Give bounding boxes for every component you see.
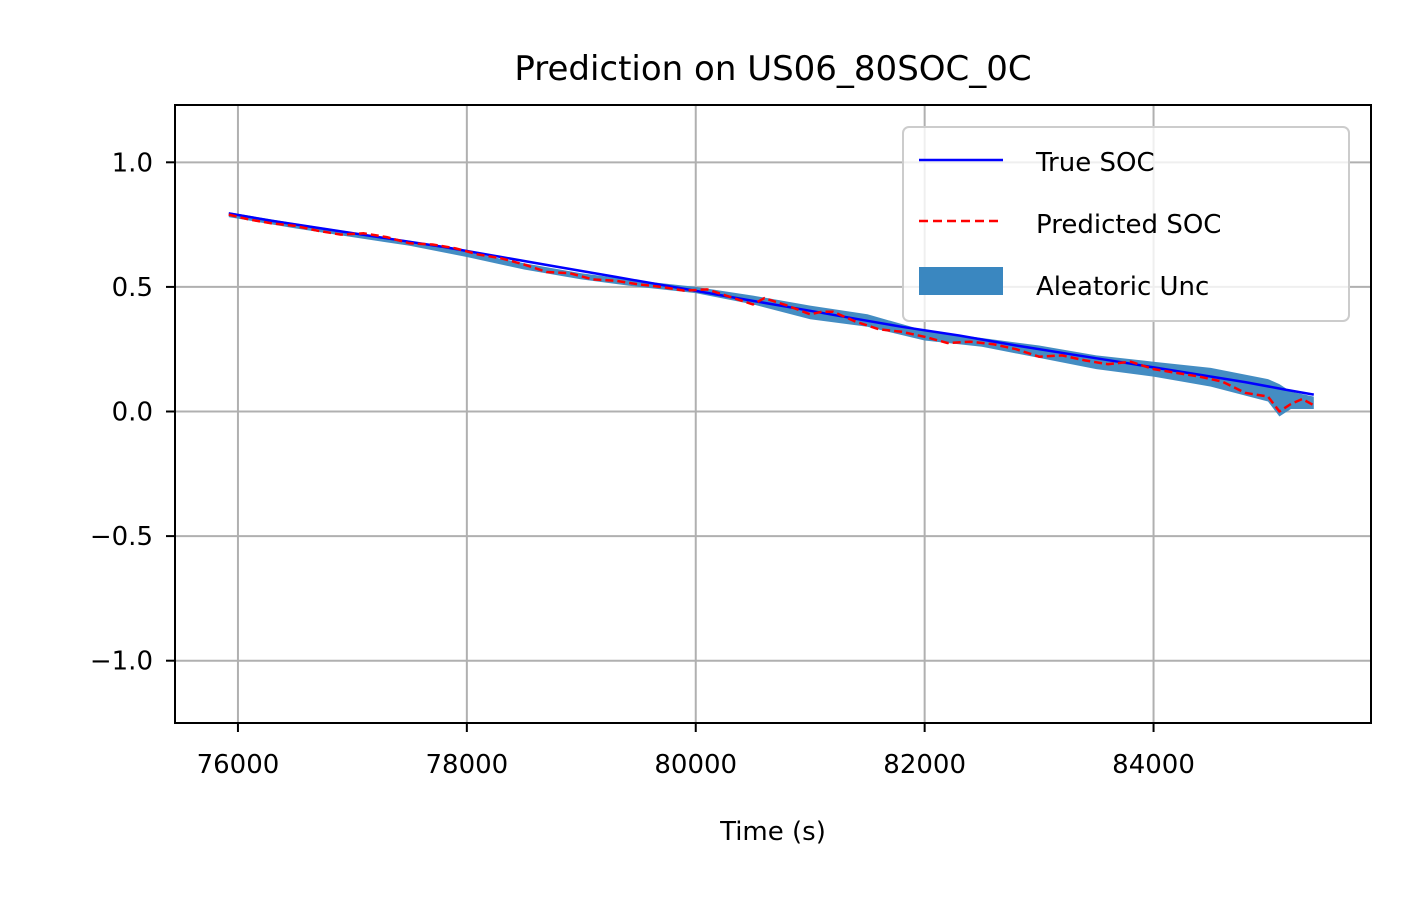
- x-tick-label: 82000: [883, 750, 966, 780]
- y-tick-label: −0.5: [90, 522, 153, 552]
- y-tick-label: 0.0: [112, 398, 153, 428]
- x-axis: 76000 78000 80000 82000 84000: [197, 723, 1195, 780]
- x-tick-label: 80000: [654, 750, 737, 780]
- true-soc-line: [228, 212, 1315, 396]
- legend-true-soc-label: True SOC: [1035, 148, 1155, 178]
- predicted-soc-line: [228, 213, 1315, 413]
- legend-predicted-soc-label: Predicted SOC: [1036, 210, 1221, 240]
- x-tick-label: 76000: [197, 750, 280, 780]
- uncertainty-band-layer: [228, 212, 1314, 417]
- aleatoric-unc-band: [228, 212, 1314, 417]
- x-tick-label: 84000: [1112, 750, 1195, 780]
- y-axis: 1.0 0.5 0.0 −0.5 −1.0: [90, 148, 175, 677]
- y-tick-label: −1.0: [90, 647, 153, 677]
- x-tick-label: 78000: [425, 750, 508, 780]
- x-axis-label: Time (s): [719, 817, 826, 847]
- legend-aleatoric-unc-label: Aleatoric Unc: [1036, 272, 1209, 302]
- y-tick-label: 0.5: [112, 273, 153, 303]
- y-tick-label: 1.0: [112, 148, 153, 178]
- series-line-layer: [228, 212, 1315, 413]
- chart-title: Prediction on US06_80SOC_0C: [514, 49, 1031, 89]
- legend-aleatoric-unc-swatch: [919, 267, 1003, 295]
- legend-box: [902, 126, 1350, 322]
- legend: True SOC Predicted SOC Aleatoric Unc: [902, 126, 1350, 322]
- plot-frame: [174, 104, 1372, 724]
